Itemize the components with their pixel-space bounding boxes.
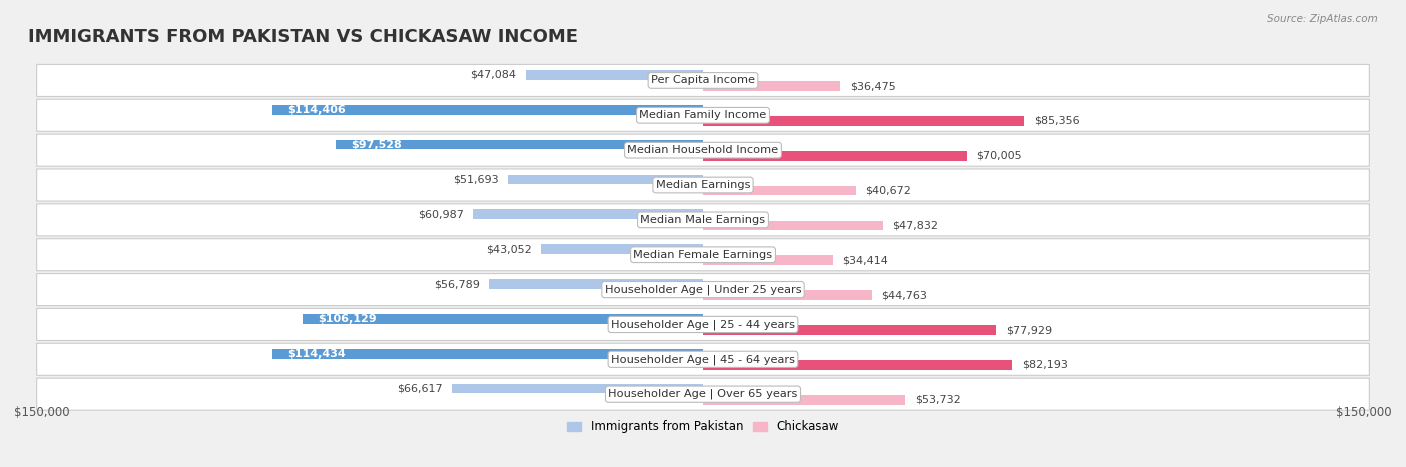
Bar <box>703 116 1025 126</box>
Text: $47,084: $47,084 <box>471 70 516 80</box>
Text: Householder Age | Over 65 years: Householder Age | Over 65 years <box>609 389 797 399</box>
Text: $114,406: $114,406 <box>287 105 346 115</box>
FancyBboxPatch shape <box>37 239 1369 271</box>
Bar <box>703 325 997 335</box>
Bar <box>703 360 1012 370</box>
Text: $77,929: $77,929 <box>1005 325 1052 335</box>
Bar <box>703 395 905 404</box>
Bar <box>703 290 872 300</box>
Bar <box>526 70 703 80</box>
Bar <box>703 81 841 91</box>
Legend: Immigrants from Pakistan, Chickasaw: Immigrants from Pakistan, Chickasaw <box>562 416 844 438</box>
Text: $85,356: $85,356 <box>1033 116 1080 126</box>
Bar <box>703 220 883 230</box>
FancyBboxPatch shape <box>37 99 1369 131</box>
Text: $56,789: $56,789 <box>434 279 479 289</box>
Bar <box>336 140 703 149</box>
Text: Median Earnings: Median Earnings <box>655 180 751 190</box>
Bar <box>509 175 703 184</box>
Text: $70,005: $70,005 <box>976 151 1022 161</box>
Text: Source: ZipAtlas.com: Source: ZipAtlas.com <box>1267 14 1378 24</box>
Text: $60,987: $60,987 <box>418 209 464 219</box>
Bar <box>474 209 703 219</box>
Text: $97,528: $97,528 <box>352 140 402 149</box>
Text: $51,693: $51,693 <box>453 175 499 184</box>
Text: $34,414: $34,414 <box>842 255 887 265</box>
FancyBboxPatch shape <box>37 308 1369 340</box>
FancyBboxPatch shape <box>37 378 1369 410</box>
Bar <box>703 186 856 196</box>
Text: $106,129: $106,129 <box>319 314 377 324</box>
FancyBboxPatch shape <box>37 134 1369 166</box>
Text: Per Capita Income: Per Capita Income <box>651 76 755 85</box>
Text: $36,475: $36,475 <box>849 81 896 91</box>
Text: $66,617: $66,617 <box>396 383 443 394</box>
Bar <box>453 384 703 394</box>
Bar <box>304 314 703 324</box>
Bar <box>703 151 966 161</box>
FancyBboxPatch shape <box>37 274 1369 305</box>
Bar <box>273 349 703 359</box>
Text: $44,763: $44,763 <box>882 290 927 300</box>
Text: $82,193: $82,193 <box>1022 360 1067 370</box>
Bar <box>541 244 703 254</box>
FancyBboxPatch shape <box>37 64 1369 97</box>
Text: Median Male Earnings: Median Male Earnings <box>641 215 765 225</box>
Text: Householder Age | 45 - 64 years: Householder Age | 45 - 64 years <box>612 354 794 365</box>
FancyBboxPatch shape <box>37 343 1369 375</box>
Text: $114,434: $114,434 <box>287 349 346 359</box>
FancyBboxPatch shape <box>37 169 1369 201</box>
Text: IMMIGRANTS FROM PAKISTAN VS CHICKASAW INCOME: IMMIGRANTS FROM PAKISTAN VS CHICKASAW IN… <box>28 28 578 46</box>
Text: $150,000: $150,000 <box>1336 406 1392 419</box>
Text: $43,052: $43,052 <box>485 244 531 254</box>
Bar <box>489 279 703 289</box>
Text: $53,732: $53,732 <box>915 395 960 405</box>
Text: Householder Age | Under 25 years: Householder Age | Under 25 years <box>605 284 801 295</box>
FancyBboxPatch shape <box>37 204 1369 236</box>
Text: Median Female Earnings: Median Female Earnings <box>634 250 772 260</box>
Text: $150,000: $150,000 <box>14 406 70 419</box>
Text: $40,672: $40,672 <box>866 185 911 196</box>
Text: Householder Age | 25 - 44 years: Householder Age | 25 - 44 years <box>612 319 794 330</box>
Text: $47,832: $47,832 <box>893 220 938 230</box>
Bar <box>273 105 703 114</box>
Text: Median Household Income: Median Household Income <box>627 145 779 155</box>
Text: Median Family Income: Median Family Income <box>640 110 766 120</box>
Bar <box>703 255 832 265</box>
